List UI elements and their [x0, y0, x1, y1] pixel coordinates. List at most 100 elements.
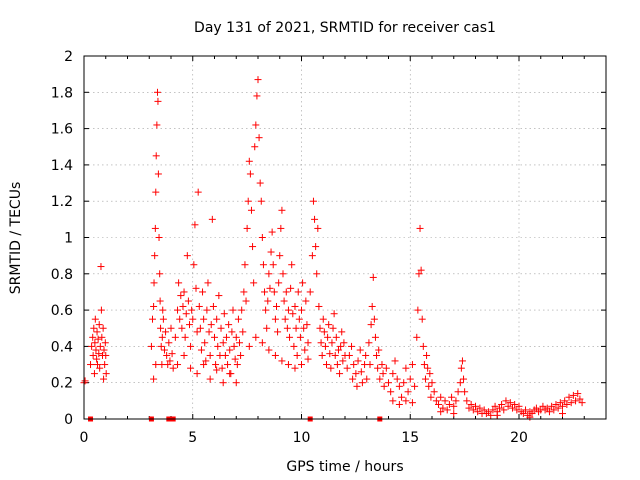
data-point: [424, 364, 432, 372]
data-point: [317, 339, 325, 347]
data-point: [178, 324, 186, 332]
data-point: [387, 388, 395, 396]
data-point: [389, 397, 397, 405]
data-point: [515, 402, 523, 410]
data-point: [93, 361, 101, 369]
data-point: [229, 306, 237, 314]
data-point: [206, 351, 214, 359]
data-point: [395, 400, 403, 408]
data-point: [88, 342, 96, 350]
data-point: [261, 288, 269, 296]
y-tick-label: 1.6: [51, 122, 73, 138]
data-point: [187, 342, 195, 350]
data-point: [152, 152, 160, 160]
data-point: [96, 364, 104, 372]
data-point: [362, 351, 370, 359]
data-point: [367, 321, 375, 329]
data-point: [232, 379, 240, 387]
data-point: [299, 279, 307, 287]
data-point: [294, 288, 302, 296]
data-point: [209, 302, 217, 310]
data-point: [237, 351, 245, 359]
data-point: [276, 252, 284, 260]
data-point: [99, 324, 107, 332]
data-point: [215, 292, 223, 300]
data-point: [382, 364, 390, 372]
data-point: [92, 346, 100, 354]
data-point: [357, 368, 365, 376]
data-point: [280, 297, 288, 305]
data-point: [554, 404, 562, 412]
data-point: [259, 261, 267, 269]
data-point: [168, 350, 176, 358]
data-point: [348, 342, 356, 350]
data-point: [559, 402, 566, 410]
data-point: [511, 400, 519, 408]
data-point: [290, 342, 298, 350]
data-point: [333, 361, 341, 369]
data-point: [219, 379, 227, 387]
data-point: [426, 370, 434, 378]
data-point: [319, 315, 327, 323]
data-point: [439, 404, 447, 412]
data-point: [152, 188, 160, 196]
data-point: [445, 400, 453, 408]
data-point: [87, 361, 95, 369]
data-point: [281, 315, 289, 323]
data-point: [415, 270, 423, 278]
data-point: [265, 346, 273, 354]
y-tick-label: 1: [64, 231, 73, 247]
y-tick-label: 0.6: [51, 303, 73, 319]
data-point: [376, 375, 384, 383]
data-point: [233, 361, 241, 369]
data-point: [379, 370, 387, 378]
data-point: [245, 157, 253, 165]
data-point: [278, 206, 286, 214]
data-point: [489, 406, 497, 414]
data-point: [190, 261, 198, 269]
data-point: [334, 346, 342, 354]
data-point: [213, 366, 221, 374]
data-point: [378, 361, 386, 369]
data-point: [302, 297, 310, 305]
data-point: [154, 97, 162, 105]
data-point: [194, 188, 202, 196]
data-point: [474, 408, 482, 416]
data-point: [150, 375, 158, 383]
data-point: [417, 266, 425, 274]
data-point: [200, 361, 208, 369]
data-point: [485, 408, 493, 416]
data-point: [224, 361, 232, 369]
data-point: [180, 351, 188, 359]
data-point: [256, 179, 264, 187]
data-point: [495, 404, 503, 412]
data-point: [469, 406, 477, 414]
data-point: [508, 404, 516, 412]
data-point: [152, 361, 160, 369]
data-point: [287, 284, 295, 292]
data-point: [457, 364, 465, 372]
data-point: [195, 302, 203, 310]
data-point: [176, 315, 184, 323]
data-point: [100, 346, 108, 354]
data-point: [356, 346, 364, 354]
data-point: [354, 357, 362, 365]
data-point: [180, 288, 188, 296]
data-point: [184, 297, 192, 305]
data-point: [567, 399, 575, 407]
data-point: [160, 346, 168, 354]
data-point: [271, 351, 279, 359]
data-point: [219, 339, 227, 347]
data-point: [463, 397, 471, 405]
data-point: [90, 324, 98, 332]
data-point: [157, 324, 165, 332]
data-point: [267, 248, 275, 256]
data-point: [532, 404, 540, 412]
y-tick-label: 2: [64, 49, 73, 65]
data-point: [274, 328, 282, 336]
data-point: [182, 310, 190, 318]
data-point: [545, 408, 553, 416]
data-point: [225, 321, 233, 329]
data-point: [467, 400, 475, 408]
